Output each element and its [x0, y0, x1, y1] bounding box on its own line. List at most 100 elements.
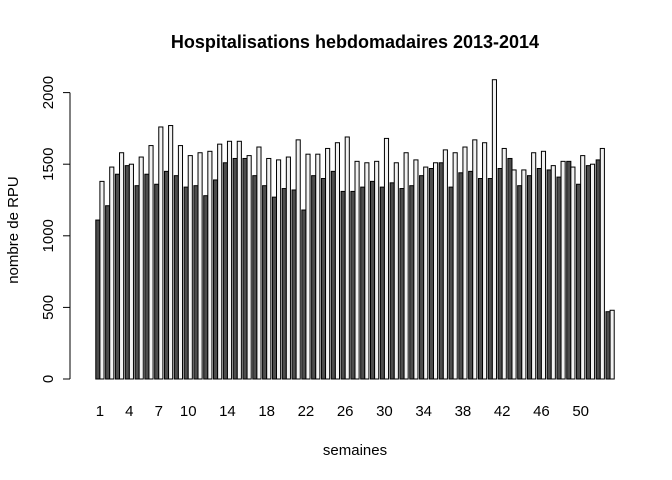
bar-s1-w16 — [242, 157, 248, 380]
bar-s2-w42 — [501, 147, 507, 380]
bar-s1-w17 — [252, 175, 258, 380]
bar-s1-w14 — [222, 162, 228, 380]
bar-s1-w30 — [379, 186, 385, 380]
bar-s1-w43 — [507, 157, 513, 380]
bar-s2-w22 — [305, 153, 311, 380]
x-tick-label-10: 10 — [180, 403, 197, 420]
bar-s2-w37 — [452, 152, 458, 380]
bar-s1-w47 — [546, 169, 552, 380]
bar-s1-w51 — [585, 165, 591, 380]
bar-s2-w47 — [550, 165, 556, 380]
bar-s1-w35 — [428, 168, 434, 380]
x-axis-label: semaines — [323, 442, 387, 459]
bar-s2-w41 — [491, 79, 497, 380]
x-tick-label-7: 7 — [155, 403, 163, 420]
x-tick-label-14: 14 — [219, 403, 236, 420]
bar-s2-w12 — [207, 150, 213, 380]
bar-s2-w16 — [246, 155, 252, 380]
bar-s2-w51 — [589, 163, 596, 380]
bar-s1-w46 — [536, 168, 542, 380]
x-tick-label-18: 18 — [258, 403, 275, 420]
bar-s2-w21 — [295, 139, 301, 380]
y-axis-label: nombre de RPU — [5, 176, 22, 284]
x-tick-label-1: 1 — [96, 403, 104, 420]
bar-s2-w35 — [432, 162, 439, 380]
bar-s2-w1 — [99, 180, 105, 380]
bar-s1-w26 — [340, 190, 346, 380]
bar-s2-w26 — [344, 136, 350, 380]
bar-s1-w44 — [517, 185, 523, 380]
bar-s2-w50 — [580, 155, 586, 380]
x-tick-label-38: 38 — [455, 403, 472, 420]
chart-title: Hospitalisations hebdomadaires 2013-2014 — [171, 32, 539, 52]
bar-s1-w31 — [389, 182, 395, 380]
bar-s2-w7 — [158, 126, 164, 380]
bar-s2-w18 — [266, 157, 272, 380]
bar-s2-w49 — [570, 166, 576, 380]
x-tick-label-50: 50 — [572, 403, 589, 420]
bar-s1-w37 — [448, 186, 454, 380]
bar-s1-w3 — [114, 173, 121, 380]
bar-s1-w48 — [556, 176, 562, 380]
bar-s2-w6 — [148, 145, 154, 380]
bar-s2-w23 — [315, 153, 321, 380]
bar-s2-w27 — [354, 160, 360, 380]
bar-s1-w9 — [173, 175, 179, 380]
bar-s1-w22 — [301, 209, 307, 380]
bar-s2-w13 — [217, 143, 223, 380]
bar-s1-w7 — [154, 183, 160, 380]
bar-s1-w1 — [95, 219, 101, 380]
bar-s1-w15 — [232, 157, 238, 380]
bar-s2-w40 — [482, 142, 488, 380]
bars-group — [95, 79, 615, 380]
bar-s1-w49 — [566, 160, 572, 380]
bar-s1-w42 — [497, 168, 503, 380]
bar-s1-w40 — [477, 178, 484, 380]
bar-s1-w5 — [134, 185, 140, 380]
bar-s1-w23 — [311, 175, 317, 380]
y-tick-label-1500: 1500 — [40, 148, 57, 181]
bar-s2-w46 — [540, 150, 547, 380]
bar-s1-w41 — [487, 178, 493, 380]
bar-s1-w50 — [576, 183, 582, 380]
bar-s2-w9 — [177, 145, 184, 380]
bar-s2-w3 — [119, 152, 125, 380]
bar-s2-w45 — [531, 152, 537, 380]
x-axis: 1 4 7 10 14 18 22 26 30 34 38 42 46 50 — [96, 403, 589, 420]
y-tick-label-1000: 1000 — [40, 219, 57, 252]
bar-s1-w11 — [193, 185, 199, 380]
bar-s2-w52 — [599, 147, 605, 380]
bar-s1-w24 — [320, 178, 327, 380]
bar-s1-w25 — [330, 170, 336, 380]
x-tick-label-42: 42 — [494, 403, 511, 420]
bar-s2-w17 — [256, 146, 262, 380]
bar-s2-w44 — [521, 169, 527, 380]
bar-s2-w30 — [383, 137, 390, 380]
bar-s1-w38 — [458, 172, 464, 380]
bar-s2-w15 — [236, 140, 242, 380]
bar-s1-w29 — [370, 180, 376, 380]
bar-s2-w39 — [472, 139, 478, 380]
bar-s2-w14 — [226, 140, 233, 380]
bar-s2-w5 — [138, 156, 144, 380]
bar-s1-w20 — [281, 188, 287, 380]
bar-s2-w34 — [423, 166, 429, 380]
bar-s1-w32 — [399, 188, 405, 380]
bar-s1-w52 — [595, 159, 601, 380]
bar-s1-w53 — [605, 311, 611, 380]
bar-s1-w39 — [468, 170, 474, 380]
y-tick-label-2000: 2000 — [40, 76, 57, 109]
y-tick-label-0: 0 — [40, 375, 57, 383]
bar-s1-w13 — [213, 179, 219, 380]
bar-s2-w4 — [128, 163, 134, 380]
bar-s1-w10 — [183, 186, 189, 380]
bar-s1-w6 — [144, 173, 150, 380]
x-tick-label-30: 30 — [376, 403, 393, 420]
bar-s2-w28 — [364, 162, 370, 380]
bar-s2-w32 — [403, 152, 409, 380]
bar-s1-w36 — [438, 162, 444, 380]
bar-s2-w10 — [187, 155, 193, 380]
bar-s2-w36 — [442, 149, 448, 380]
bar-s1-w28 — [360, 186, 366, 380]
